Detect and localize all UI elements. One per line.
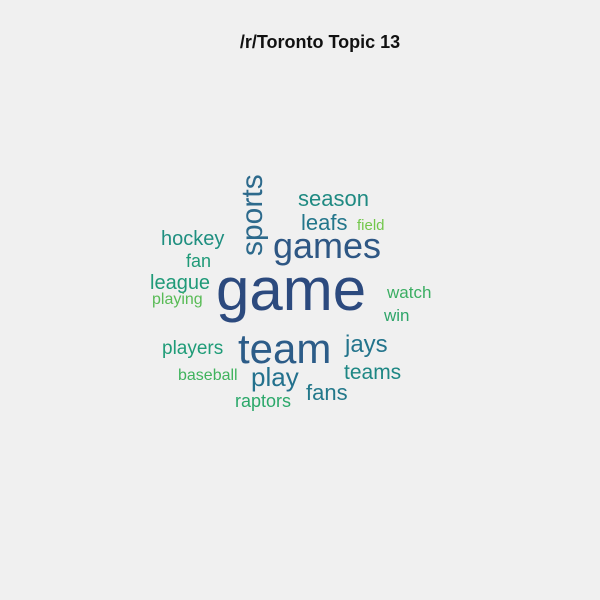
word-games: games (273, 225, 382, 266)
word-league: league (150, 272, 211, 294)
word-sports: sports (236, 174, 269, 256)
word-team: team (238, 325, 332, 372)
page-title: /r/Toronto Topic 13 (239, 32, 401, 52)
word-teams: teams (344, 361, 402, 384)
word-jays: jays (345, 331, 388, 358)
word-fan: fan (186, 251, 212, 271)
word-field: field (357, 217, 385, 234)
word-raptors: raptors (235, 391, 292, 411)
word-fans: fans (306, 380, 348, 405)
word-players: players (162, 338, 224, 359)
word-game: game (216, 256, 367, 323)
word-season: season (298, 186, 369, 211)
word-win: win (384, 306, 410, 325)
word-play: play (251, 362, 299, 392)
word-hockey: hockey (161, 228, 225, 250)
word-watch: watch (387, 283, 432, 302)
word-playing: playing (152, 291, 203, 308)
word-baseball: baseball (178, 367, 238, 384)
word-leafs: leafs (301, 210, 348, 235)
